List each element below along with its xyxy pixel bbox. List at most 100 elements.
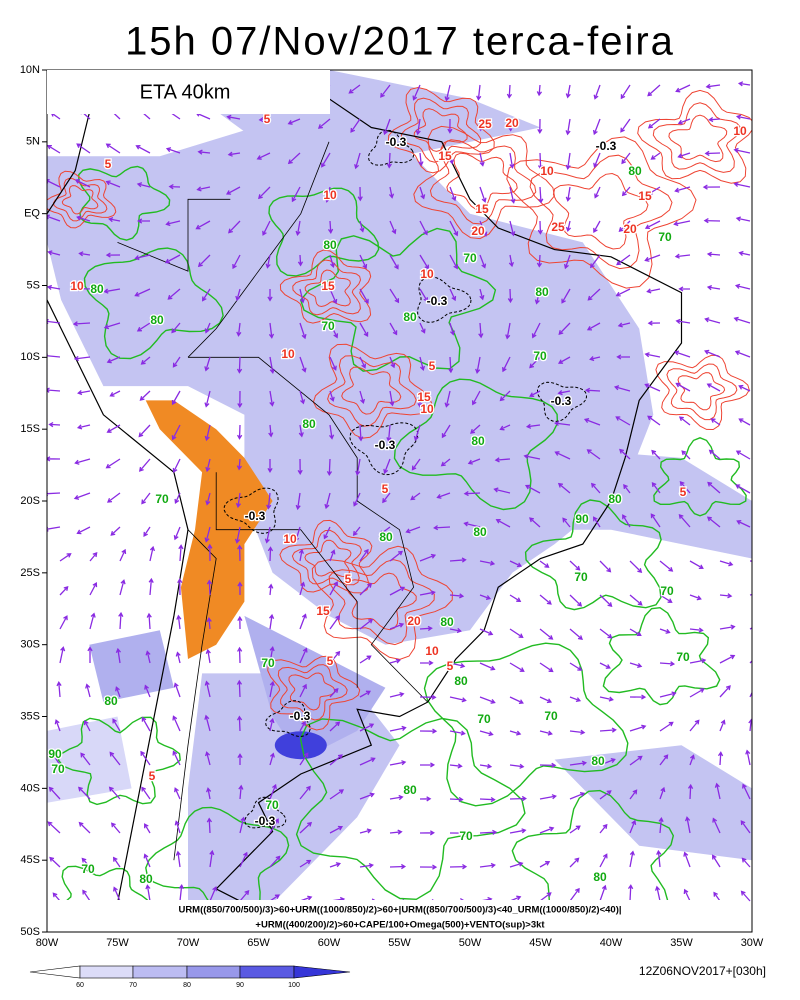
wind-arrow bbox=[539, 662, 554, 673]
wind-arrow bbox=[389, 725, 407, 732]
wind-arrow bbox=[569, 792, 586, 800]
wind-arrow bbox=[134, 254, 151, 261]
cape-contour bbox=[267, 655, 361, 731]
cape-contour bbox=[291, 529, 362, 586]
contour-label: 20 bbox=[407, 614, 421, 628]
wind-arrow bbox=[359, 254, 368, 270]
wind-arrow bbox=[329, 288, 338, 305]
wind-arrow bbox=[74, 286, 91, 292]
wind-arrow bbox=[569, 662, 583, 671]
wind-arrow bbox=[647, 415, 661, 426]
wind-arrow bbox=[359, 655, 372, 664]
wind-arrow bbox=[89, 552, 98, 562]
wind-arrow bbox=[174, 787, 181, 800]
wind-arrow bbox=[659, 691, 677, 698]
lat-label: 50S bbox=[20, 926, 40, 938]
humidity-contour bbox=[268, 187, 380, 277]
humidity-shade bbox=[47, 113, 654, 645]
wind-arrow bbox=[689, 560, 704, 570]
cape-contour bbox=[311, 545, 453, 660]
wind-arrow bbox=[537, 152, 544, 171]
wind-arrow bbox=[204, 526, 211, 543]
wind-arrow bbox=[350, 118, 361, 133]
wind-arrow bbox=[476, 84, 482, 101]
wind-arrow bbox=[704, 349, 721, 358]
wind-arrow bbox=[389, 829, 403, 835]
wind-arrow bbox=[629, 694, 647, 700]
wind-arrow bbox=[419, 186, 426, 200]
wind-arrow bbox=[707, 481, 721, 494]
wind-arrow bbox=[74, 179, 91, 188]
wind-arrow bbox=[118, 611, 124, 630]
wind-arrow bbox=[659, 786, 666, 800]
wind-arrow bbox=[47, 284, 61, 290]
cape-contour bbox=[304, 539, 352, 578]
wind-arrow bbox=[583, 418, 601, 426]
wind-arrow bbox=[621, 152, 631, 165]
wind-arrow bbox=[479, 220, 488, 237]
wind-arrow bbox=[359, 690, 372, 698]
wind-arrow bbox=[287, 118, 301, 125]
wind-arrow bbox=[317, 118, 331, 129]
label-box bbox=[47, 70, 330, 114]
wind-arrow bbox=[195, 220, 211, 230]
contour-label: 10 bbox=[281, 347, 295, 361]
wind-arrow bbox=[620, 118, 631, 133]
wind-arrow bbox=[589, 356, 601, 362]
wind-arrow bbox=[287, 152, 301, 165]
wind-arrow bbox=[295, 492, 301, 511]
wind-arrow bbox=[647, 320, 661, 326]
wind-arrow bbox=[736, 519, 751, 528]
wind-arrow bbox=[77, 390, 91, 396]
wind-arrow bbox=[719, 654, 736, 664]
wind-arrow bbox=[702, 184, 721, 190]
contour-label: 80 bbox=[150, 313, 164, 327]
wind-arrow bbox=[419, 220, 428, 236]
wind-arrow bbox=[419, 625, 433, 632]
lon-label: 60W bbox=[318, 937, 341, 949]
wind-arrow bbox=[719, 560, 734, 567]
wind-arrow bbox=[238, 784, 244, 800]
wind-arrow bbox=[389, 550, 403, 562]
wind-arrow bbox=[141, 786, 151, 800]
wind-arrow bbox=[269, 752, 275, 766]
wind-arrow bbox=[359, 356, 367, 369]
wind-arrow bbox=[106, 356, 121, 364]
wind-arrow bbox=[737, 81, 751, 87]
contour-label: 70 bbox=[81, 862, 95, 876]
wind-arrow bbox=[539, 730, 553, 736]
wind-arrow bbox=[178, 544, 184, 562]
wind-arrow bbox=[299, 859, 312, 868]
wind-arrow bbox=[584, 387, 601, 393]
humidity-contour bbox=[295, 717, 526, 901]
wind-arrow bbox=[419, 864, 438, 870]
wind-arrow bbox=[206, 579, 213, 596]
wind-arrow bbox=[713, 891, 721, 902]
wind-arrow bbox=[689, 754, 695, 766]
colorbar bbox=[29, 965, 351, 979]
contour-label: -0.3 bbox=[551, 394, 572, 408]
wind-arrow bbox=[73, 492, 91, 500]
contour-label: 80 bbox=[90, 282, 104, 296]
wind-arrow bbox=[654, 885, 661, 902]
humidity-contour bbox=[83, 247, 224, 360]
wind-arrow bbox=[479, 796, 496, 803]
wind-arrow bbox=[565, 220, 572, 233]
contour-label: 70 bbox=[533, 349, 547, 363]
contour-label: 70 bbox=[574, 570, 588, 584]
contour-label: 70 bbox=[261, 656, 275, 670]
wind-arrow bbox=[299, 752, 309, 766]
wind-arrow bbox=[684, 816, 691, 834]
wind-arrow bbox=[196, 186, 211, 192]
lon-label: 50W bbox=[459, 937, 482, 949]
wind-arrow bbox=[647, 118, 661, 129]
wind-arrow bbox=[436, 492, 451, 499]
wind-arrow bbox=[119, 548, 127, 562]
cape-contour bbox=[277, 664, 348, 721]
contour-label: 80 bbox=[471, 434, 485, 448]
wind-arrow bbox=[136, 322, 151, 332]
cape-contour bbox=[292, 259, 362, 316]
wind-arrow bbox=[499, 390, 511, 402]
wind-arrow bbox=[619, 448, 631, 460]
wind-arrow bbox=[706, 516, 721, 528]
